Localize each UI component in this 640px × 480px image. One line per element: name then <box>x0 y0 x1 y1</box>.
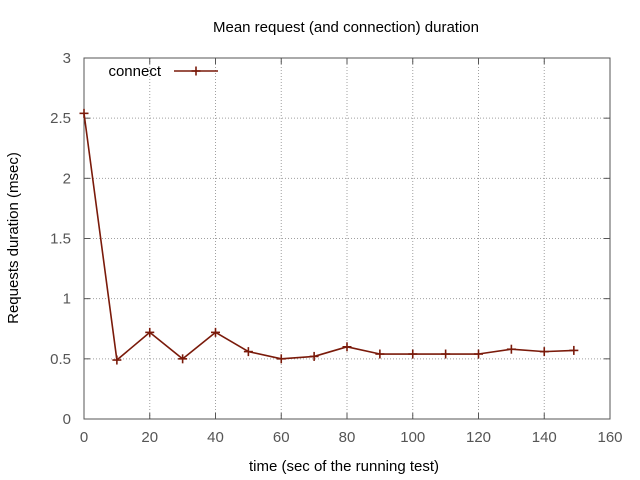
data-point <box>474 349 483 359</box>
x-tick-label: 120 <box>466 429 491 446</box>
data-point <box>539 347 549 357</box>
x-tick-label: 20 <box>141 429 158 446</box>
data-point <box>342 342 352 352</box>
y-tick-label: 0.5 <box>50 351 71 368</box>
x-tick-label: 0 <box>80 429 88 446</box>
y-tick-label: 1 <box>63 291 71 308</box>
data-point <box>375 349 385 359</box>
legend: connect <box>108 63 218 80</box>
x-tick-labels: 0 20 40 60 80 100 120 140 160 <box>80 429 623 446</box>
data-point <box>441 349 451 359</box>
x-tick-label: 60 <box>273 429 290 446</box>
grid <box>84 58 610 419</box>
x-tick-label: 100 <box>400 429 425 446</box>
data-point <box>178 354 188 364</box>
legend-label-connect: connect <box>108 63 161 80</box>
x-tick-label: 160 <box>597 429 622 446</box>
data-point <box>309 351 319 361</box>
x-tick-label: 80 <box>339 429 356 446</box>
chart-title: Mean request (and connection) duration <box>213 19 479 36</box>
legend-plus-marker <box>191 66 201 76</box>
y-tick-label: 1.5 <box>50 231 71 248</box>
y-tick-labels: 0 0.5 1 1.5 2 2.5 3 <box>50 50 71 428</box>
legend-marker-connect <box>191 66 201 76</box>
data-point <box>506 344 516 354</box>
data-point <box>79 108 89 118</box>
series-layer <box>79 108 579 365</box>
data-point <box>145 327 155 337</box>
axis-ticks <box>83 57 611 420</box>
y-axis-label: Requests duration (msec) <box>5 152 22 324</box>
series-line-connect <box>83 113 574 361</box>
x-tick-label: 40 <box>207 429 224 446</box>
data-point <box>211 327 220 337</box>
y-tick-label: 3 <box>63 50 71 67</box>
y-tick-label: 0 <box>63 411 71 428</box>
data-point <box>276 354 286 364</box>
data-point <box>112 355 122 365</box>
data-point <box>243 347 253 357</box>
x-axis-label: time (sec of the running test) <box>249 458 439 475</box>
y-tick-label: 2.5 <box>50 110 71 127</box>
data-point <box>569 345 579 355</box>
data-point <box>408 349 418 359</box>
y-tick-label: 2 <box>63 170 71 187</box>
x-tick-label: 140 <box>532 429 557 446</box>
